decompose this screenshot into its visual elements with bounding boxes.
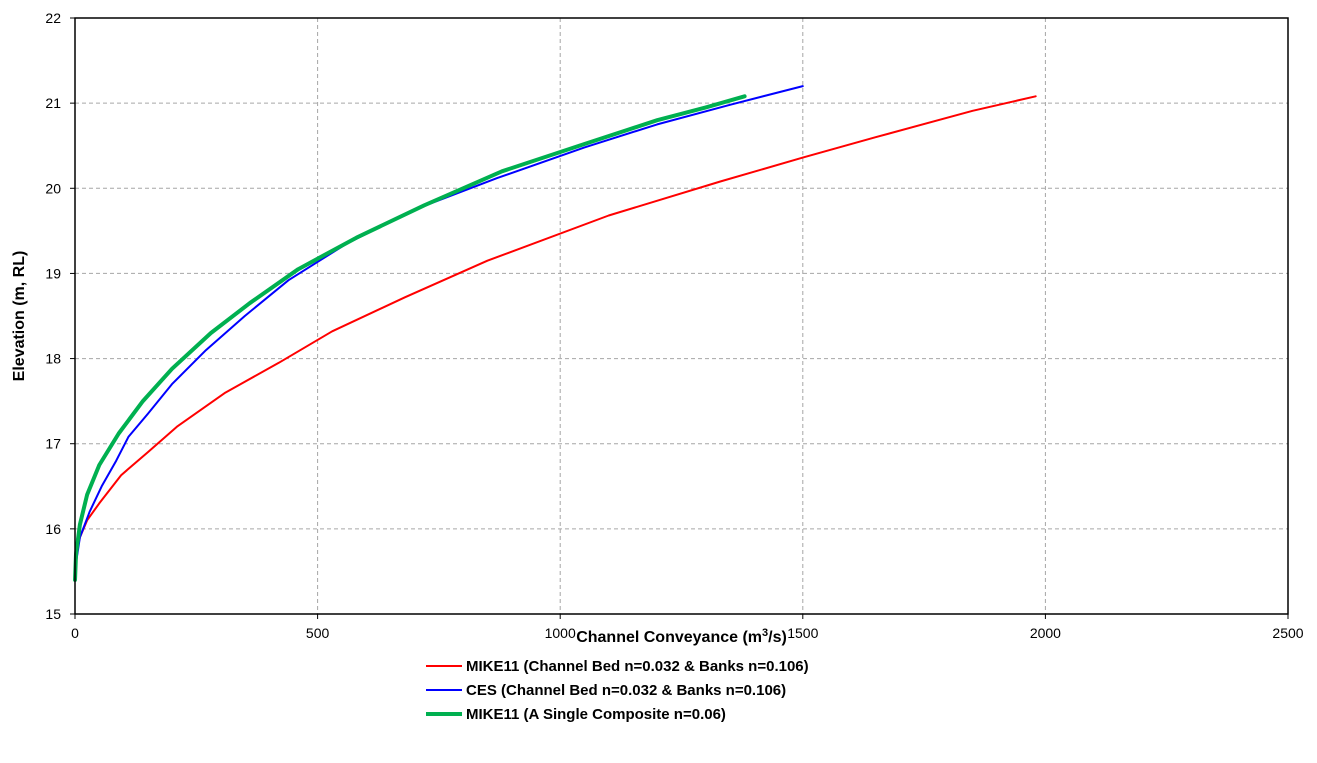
- x-axis-label-suffix: /s): [768, 629, 787, 646]
- y-tick-label: 16: [45, 521, 61, 537]
- x-axis-label-sup: 3: [762, 627, 768, 639]
- y-tick-label: 22: [45, 10, 61, 26]
- y-axis-ticks: 15 16 17 18 19 20 21 22: [45, 10, 75, 622]
- x-tick-label: 500: [306, 625, 330, 641]
- x-tick-label: 2000: [1030, 625, 1061, 641]
- legend-label-1: MIKE11 (Channel Bed n=0.032 & Banks n=0.…: [466, 658, 809, 675]
- series-line-3: [73, 94, 747, 582]
- y-tick-label: 15: [45, 606, 61, 622]
- y-tick-label: 17: [45, 436, 61, 452]
- x-tick-label: 1000: [545, 625, 576, 641]
- y-tick-label: 20: [45, 180, 61, 196]
- series-layer: [73, 85, 1037, 582]
- legend: MIKE11 (Channel Bed n=0.032 & Banks n=0.…: [426, 658, 809, 723]
- legend-label-3: MIKE11 (A Single Composite n=0.06): [466, 706, 726, 723]
- x-axis-label-prefix: Channel Conveyance (m: [576, 629, 762, 646]
- x-tick-label: 0: [71, 625, 79, 641]
- y-tick-label: 18: [45, 351, 61, 367]
- y-tick-label: 19: [45, 265, 61, 281]
- x-tick-label: 1500: [787, 625, 818, 641]
- x-axis-ticks: 0 500 1000 1500 2000 2500: [71, 614, 1304, 641]
- legend-label-2: CES (Channel Bed n=0.032 & Banks n=0.106…: [466, 682, 786, 699]
- grid-lines: [75, 18, 1288, 614]
- y-tick-label: 21: [45, 95, 61, 111]
- plot-area-frame: [74, 17, 1289, 615]
- series-line-2: [74, 85, 804, 581]
- x-tick-label: 2500: [1272, 625, 1303, 641]
- y-axis-label: Elevation (m, RL): [11, 251, 28, 382]
- x-axis-label: Channel Conveyance (m3/s): [576, 627, 787, 646]
